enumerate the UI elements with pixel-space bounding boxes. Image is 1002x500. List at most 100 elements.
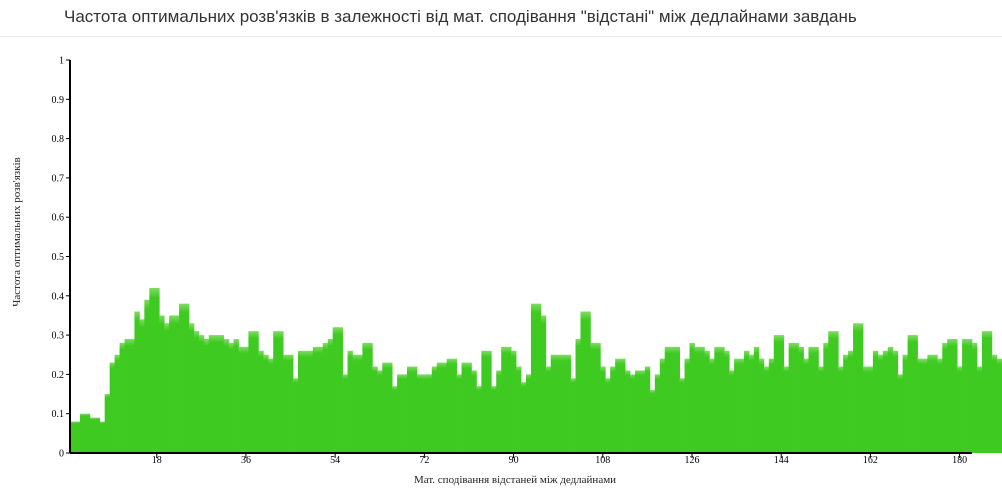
bar	[521, 382, 527, 453]
bar	[927, 354, 933, 453]
bars-group	[70, 287, 1002, 453]
bar	[253, 331, 259, 453]
bar	[342, 374, 348, 453]
bar	[724, 350, 730, 453]
bar	[79, 413, 86, 453]
y-tick-label: 1	[59, 56, 64, 67]
bar	[471, 370, 477, 453]
bar	[818, 366, 824, 453]
bar	[753, 346, 760, 453]
bar	[620, 358, 626, 453]
bar	[669, 346, 676, 453]
bar	[793, 342, 799, 453]
bar	[694, 346, 700, 453]
bar	[268, 358, 274, 453]
bar	[174, 315, 180, 453]
bar	[109, 362, 116, 453]
bar	[739, 358, 745, 453]
bar	[605, 378, 611, 453]
bar	[788, 342, 794, 453]
x-tick-label: 54	[330, 455, 340, 466]
bar	[149, 287, 155, 453]
bar	[823, 342, 829, 453]
bar	[858, 323, 864, 453]
bar	[347, 350, 353, 453]
bar	[322, 342, 329, 453]
bar	[352, 354, 358, 453]
y-tick-label: 0.2	[52, 370, 65, 381]
bar	[689, 342, 695, 453]
bar	[263, 354, 269, 453]
bar	[530, 303, 537, 453]
bar	[397, 374, 403, 453]
bar	[902, 354, 908, 453]
bar	[719, 346, 725, 453]
x-tick-label: 144	[774, 455, 789, 466]
bar	[273, 331, 279, 453]
bar	[540, 315, 547, 453]
bar	[183, 303, 190, 453]
bar	[208, 335, 215, 453]
bar	[337, 327, 343, 453]
bar	[159, 315, 165, 453]
bar	[585, 311, 591, 453]
bar	[516, 366, 522, 453]
bar	[962, 339, 968, 453]
bar	[986, 331, 993, 453]
bar	[937, 358, 943, 453]
x-tick-label: 18	[152, 455, 162, 466]
bar	[193, 331, 200, 453]
bar	[293, 378, 299, 453]
bar	[89, 417, 96, 453]
bar	[218, 335, 225, 453]
bar	[421, 374, 428, 453]
bar	[907, 335, 913, 453]
bar	[332, 327, 339, 453]
bar	[649, 390, 656, 453]
bar	[506, 346, 512, 453]
bar	[302, 350, 309, 453]
y-tick-label: 0.8	[52, 134, 65, 145]
bar	[312, 346, 319, 453]
bar	[238, 346, 244, 453]
bar	[496, 370, 502, 453]
x-tick-label: 36	[241, 455, 251, 466]
bar	[714, 346, 720, 453]
bar	[912, 335, 918, 453]
bar	[644, 366, 651, 453]
bar	[833, 331, 839, 453]
bar	[327, 339, 334, 453]
x-tick-label: 126	[684, 455, 699, 466]
bar	[942, 342, 948, 453]
bar	[466, 362, 472, 453]
bar	[853, 323, 859, 453]
bar	[684, 358, 690, 453]
bar	[972, 342, 978, 453]
bar	[654, 374, 661, 453]
bar	[456, 374, 462, 453]
bar	[867, 366, 874, 453]
bar	[758, 358, 765, 453]
bar	[283, 354, 289, 453]
bar	[307, 350, 314, 453]
bar	[382, 362, 388, 453]
bar	[570, 378, 576, 453]
bar	[957, 366, 963, 453]
bar	[481, 350, 487, 453]
y-tick-label: 0.7	[52, 173, 65, 184]
bar	[511, 350, 517, 453]
bar	[501, 346, 507, 453]
bar	[580, 311, 586, 453]
bar	[664, 346, 671, 453]
y-tick-label: 0.5	[52, 252, 65, 263]
bar	[922, 358, 928, 453]
bar	[734, 358, 740, 453]
bar	[947, 339, 953, 453]
bar	[798, 346, 804, 453]
bar	[535, 303, 542, 453]
bar	[679, 378, 685, 453]
bar	[917, 358, 923, 453]
bar	[630, 374, 636, 453]
bar	[446, 358, 453, 453]
bar	[808, 346, 814, 453]
